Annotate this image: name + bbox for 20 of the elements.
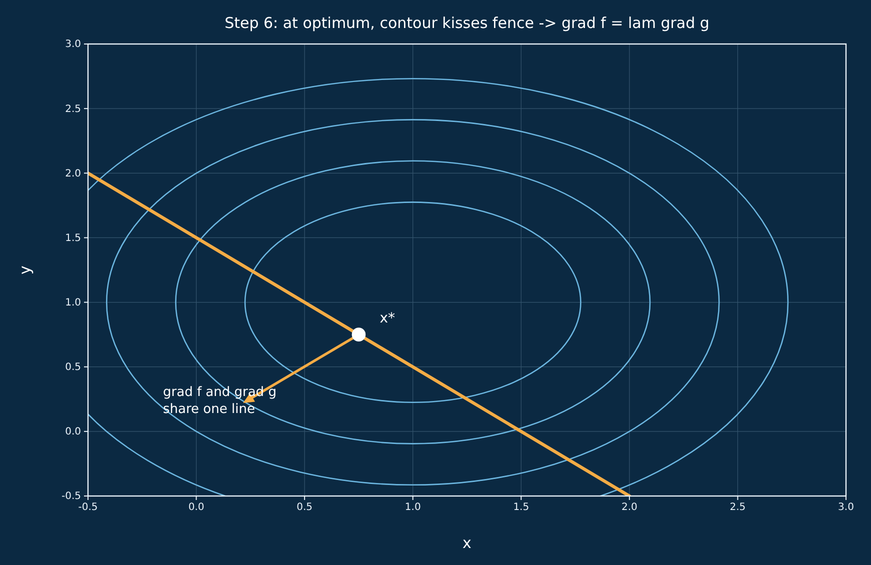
y-tick-label: 0.5 bbox=[65, 362, 81, 374]
x-tick-label: 1.5 bbox=[513, 502, 530, 514]
y-tick-label: 1.5 bbox=[65, 232, 81, 244]
y-tick-label: 2.5 bbox=[65, 104, 81, 115]
x-tick-label: 0.0 bbox=[188, 502, 204, 514]
y-tick-label: 3.0 bbox=[65, 39, 81, 50]
x-tick-label: 0.5 bbox=[296, 502, 313, 514]
chart-title: Step 6: at optimum, contour kisses fence -> grad f = lam grad g bbox=[224, 14, 710, 32]
x-tick-label: -0.5 bbox=[78, 502, 98, 514]
y-tick-label: 1.0 bbox=[65, 297, 81, 308]
x-axis-title: x bbox=[462, 534, 472, 552]
x-tick-label: 1.0 bbox=[404, 502, 421, 514]
annotation: x* bbox=[380, 310, 396, 327]
y-axis-title: y bbox=[16, 265, 34, 274]
x-tick-label: 3.0 bbox=[838, 502, 854, 514]
y-tick-label: 2.0 bbox=[65, 168, 81, 180]
y-tick-label: 0.0 bbox=[65, 426, 81, 438]
x-tick-label: 2.5 bbox=[730, 502, 746, 514]
y-tick-label: -0.5 bbox=[61, 491, 81, 502]
x-tick-label: 2.0 bbox=[621, 502, 638, 514]
